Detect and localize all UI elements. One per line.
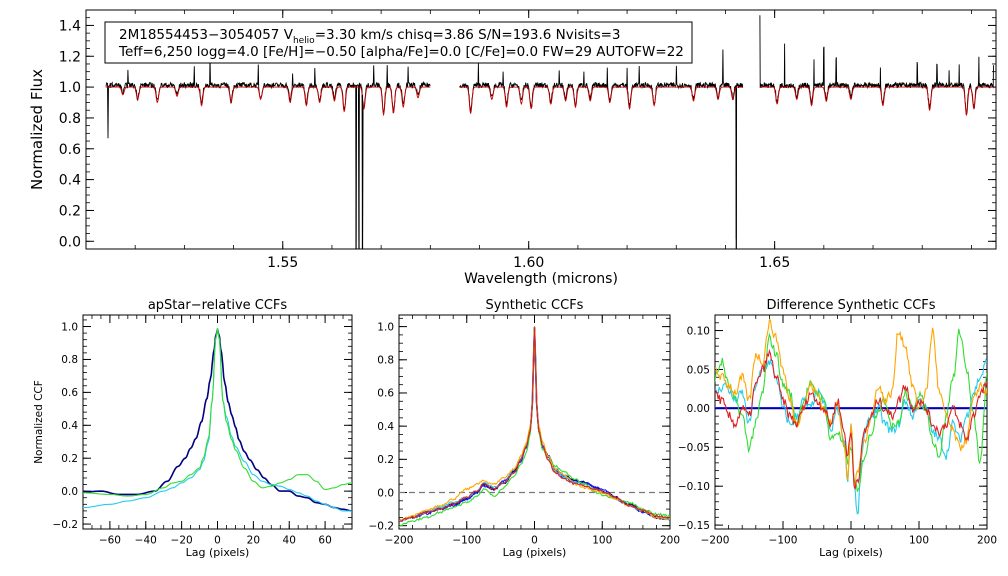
y-tick-label: 1.4 — [59, 18, 81, 34]
observed-spectrum-segment — [759, 15, 994, 115]
model-spectrum-segment — [105, 86, 431, 117]
info-line-2: Teff=6,250 logg=4.0 [Fe/H]=−0.50 [alpha/… — [118, 44, 684, 60]
x-tick-label: 0 — [531, 535, 538, 547]
model-spectrum-segment — [459, 86, 743, 115]
x-axis-label: Lag (pixels) — [186, 546, 250, 559]
x-tick-label: −100 — [769, 535, 798, 547]
x-tick-label: 1.60 — [513, 255, 544, 271]
y-tick-label: 1.0 — [377, 321, 394, 333]
ccf-series-green — [715, 328, 987, 492]
y-tick-label: 0.0 — [59, 234, 81, 250]
spectrum-series-group — [105, 15, 994, 249]
x-tick-label: 0 — [848, 535, 855, 547]
spectrum-panel: 1.55 1.60 1.65 0.0 0.2 0.4 0.6 0.8 1.0 1.2 1.4 Wave… — [28, 9, 997, 287]
y-tick-label: −0.15 — [678, 520, 710, 532]
y-tick-label: 0.2 — [59, 203, 81, 219]
ccf-series-green — [399, 326, 670, 528]
y-tick-label: 1.2 — [59, 49, 81, 65]
x-tick-label: −40 — [135, 535, 157, 547]
x-tick-label: −100 — [452, 535, 481, 547]
y-tick-label: 0.0 — [377, 487, 394, 499]
y-tick-label: 0.0 — [61, 486, 78, 498]
chart-title: apStar−relative CCFs — [148, 298, 288, 313]
y-tick-label: 0.10 — [687, 325, 710, 337]
y-tick-label: 0.2 — [61, 453, 78, 465]
y-tick-label: 0.8 — [61, 354, 78, 366]
y-tick-label: 0.6 — [377, 388, 394, 400]
x-tick-label: 40 — [283, 535, 296, 547]
plot-frame — [82, 314, 353, 530]
ccf-series-blue — [399, 327, 670, 522]
y-tick-label: 0.6 — [61, 387, 78, 399]
info-box: 2M18554453−3054057 Vhelio=3.30 km/s chis… — [104, 21, 693, 64]
y-tick-label: 0.6 — [59, 142, 81, 158]
observed-spectrum-segment — [105, 54, 431, 249]
y-tick-label: 0.00 — [687, 403, 710, 415]
plot-frame — [714, 314, 988, 530]
apstar-ccf-panel: −60 −40 −20 0 20 40 60 −0.2 0.0 0.2 0.4 0.6 0.8 1.0 ap… — [33, 298, 353, 559]
x-axis-label: Lag (pixels) — [819, 546, 883, 559]
synthetic-ccf-panel: −200 −100 0 100 200 −0.2 0.0 0.2 0.4 0.6 0.8 1.0 Syn… — [369, 298, 681, 559]
x-tick-label: −20 — [171, 535, 193, 547]
y-tick-label: 1.0 — [61, 321, 78, 333]
x-tick-label: −200 — [701, 535, 730, 547]
x-tick-label: 0 — [214, 535, 221, 547]
y-tick-label: 0.4 — [61, 420, 78, 432]
plot-frame — [85, 9, 997, 250]
chart-title: Synthetic CCFs — [486, 298, 584, 313]
y-axis-label: Normalized CCF — [33, 380, 45, 464]
y-axis-label: Normalized Flux — [28, 69, 46, 190]
x-tick-label: −60 — [99, 535, 121, 547]
x-tick-label: 100 — [592, 535, 612, 547]
y-tick-label: 0.2 — [377, 454, 394, 466]
ccf-series-navy — [83, 328, 352, 512]
y-tick-label: 0.8 — [59, 111, 81, 127]
difference-ccf-panel: −200 −100 0 100 200 −0.15 −0.10 −0.05 0.00 0.05 0.… — [678, 298, 997, 559]
x-tick-label: 60 — [318, 535, 331, 547]
x-axis-label: Lag (pixels) — [503, 546, 567, 559]
series-group — [715, 319, 987, 515]
x-axis-label: Wavelength (microns) — [464, 271, 618, 287]
x-tick-label: −200 — [385, 535, 414, 547]
plot-frame — [398, 314, 671, 530]
x-tick-label: 20 — [247, 535, 260, 547]
y-tick-label: −0.2 — [53, 519, 79, 531]
y-tick-label: 0.05 — [687, 364, 710, 376]
x-tick-label: 200 — [660, 535, 680, 547]
y-tick-label: 0.4 — [59, 173, 81, 189]
info-line-1: 2M18554453−3054057 Vhelio=3.30 km/s chis… — [119, 27, 621, 46]
series-group — [399, 326, 670, 528]
ccf-series-red — [715, 348, 987, 490]
x-tick-label: 1.65 — [759, 255, 790, 271]
observed-spectrum-segment — [459, 49, 744, 240]
ccf-series-orange — [399, 326, 670, 522]
y-tick-label: −0.10 — [678, 481, 710, 493]
y-tick-label: 1.0 — [59, 80, 81, 96]
y-tick-label: −0.2 — [369, 520, 395, 532]
info-box-frame — [104, 21, 693, 64]
y-tick-label: 0.8 — [377, 355, 394, 367]
ccf-series-green — [83, 328, 352, 497]
x-tick-label: 1.55 — [267, 255, 298, 271]
ccf-series-cyan — [83, 328, 352, 512]
y-tick-label: −0.05 — [678, 442, 710, 454]
x-tick-label: 100 — [909, 535, 929, 547]
x-tick-label: 200 — [977, 535, 997, 547]
model-spectrum-segment — [759, 86, 994, 117]
ccf-series-red — [399, 327, 670, 522]
series-group — [83, 328, 352, 512]
chart-title: Difference Synthetic CCFs — [766, 298, 935, 313]
y-tick-label: 0.4 — [377, 421, 394, 433]
ccf-series-orange — [715, 319, 987, 488]
